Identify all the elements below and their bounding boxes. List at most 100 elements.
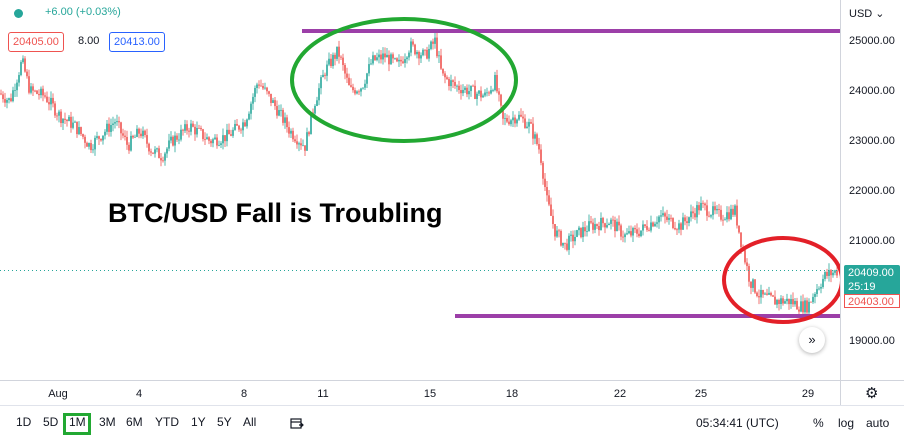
candle-body: [404, 59, 406, 63]
candle-body: [292, 130, 294, 140]
candle-body: [450, 80, 452, 87]
candle-body: [246, 119, 248, 127]
candle-body: [670, 217, 672, 219]
candle-body: [434, 37, 436, 44]
candle-body: [148, 143, 150, 152]
candle-body: [112, 123, 114, 126]
auto-toggle[interactable]: auto: [866, 416, 890, 430]
candle-body: [180, 129, 182, 140]
price-axis[interactable]: USD ⌄ 25000.00 24000.00 23000.00 22000.0…: [840, 0, 904, 380]
range-button-all[interactable]: All: [243, 415, 257, 429]
candle-body: [602, 217, 604, 224]
candle-body: [270, 93, 272, 103]
candle-body: [84, 136, 86, 143]
sell-price-button[interactable]: 20405.00: [8, 32, 64, 52]
candle-body: [826, 272, 828, 276]
range-button-5y[interactable]: 5Y: [217, 415, 232, 429]
chart-settings[interactable]: ⚙: [840, 380, 904, 405]
candle-body: [578, 227, 580, 231]
candle-body: [642, 224, 644, 231]
percent-toggle[interactable]: %: [813, 416, 824, 430]
candle-body: [654, 223, 656, 227]
candle-body: [138, 128, 140, 134]
candle-body: [334, 54, 336, 59]
candle-body: [774, 296, 776, 305]
candle-body: [328, 58, 330, 65]
candle-body: [284, 117, 286, 123]
candle-body: [376, 57, 378, 61]
candle-body: [326, 64, 328, 76]
time-axis[interactable]: Aug 4 8 11 15 18 22 25 29: [0, 380, 840, 405]
candle-body: [298, 143, 300, 145]
candle-body: [470, 85, 472, 92]
candle-body: [544, 178, 546, 188]
candle-body: [314, 105, 316, 114]
candle-body: [510, 120, 512, 125]
candle-body: [188, 130, 190, 132]
double-chevron-right-icon[interactable]: »: [799, 327, 825, 353]
range-button-3m[interactable]: 3M: [99, 415, 116, 429]
candle-body: [242, 122, 244, 131]
candle-body: [124, 135, 126, 137]
currency-selector[interactable]: USD ⌄: [849, 8, 885, 20]
calendar-goto-icon[interactable]: [290, 417, 304, 429]
candle-body: [548, 195, 550, 205]
range-button-6m[interactable]: 6M: [126, 415, 143, 429]
candle-body: [36, 90, 38, 94]
utc-clock[interactable]: 05:34:41 (UTC): [696, 416, 779, 430]
candle-body: [740, 232, 742, 248]
candle-body: [494, 75, 496, 91]
candle-body: [454, 81, 456, 86]
chart-pane[interactable]: +6.00 (+0.03%) 20405.00 8.00 20413.00 BT…: [0, 0, 840, 380]
candle-body: [618, 221, 620, 226]
time-tick: 25: [694, 388, 708, 400]
candle-body: [324, 74, 326, 76]
candle-body: [310, 112, 312, 135]
candle-series: [0, 32, 838, 319]
range-button-1m[interactable]: 1M: [69, 415, 86, 429]
candle-body: [820, 287, 822, 289]
gear-icon[interactable]: ⚙: [865, 385, 879, 402]
candle-body: [316, 100, 318, 106]
candle-body: [250, 103, 252, 114]
candle-body: [760, 289, 762, 298]
candle-body: [614, 219, 616, 232]
candle-body: [74, 121, 76, 123]
candle-body: [256, 84, 258, 88]
candle-body: [194, 126, 196, 135]
candle-body: [48, 102, 50, 105]
range-button-1y[interactable]: 1Y: [191, 415, 206, 429]
range-button-1d[interactable]: 1D: [16, 415, 32, 429]
candle-body: [590, 221, 592, 223]
red-highlight-ellipse[interactable]: [722, 236, 840, 324]
buy-price-button[interactable]: 20413.00: [109, 32, 165, 52]
candle-body: [372, 55, 374, 64]
candle-body: [520, 114, 522, 117]
candle-body: [672, 218, 674, 229]
candle-body: [440, 55, 442, 69]
candle-body: [730, 208, 732, 220]
candle-body: [474, 85, 476, 99]
candle-body: [94, 137, 96, 150]
candle-body: [734, 205, 736, 215]
candle-body: [414, 44, 416, 55]
candle-body: [318, 88, 320, 101]
candle-body: [610, 219, 612, 224]
candle-body: [144, 130, 146, 136]
candle-body: [732, 208, 734, 215]
range-button-ytd[interactable]: YTD: [155, 415, 179, 429]
price-chart: [0, 17, 840, 324]
candle-body: [464, 87, 466, 90]
bottom-toolbar: 1D 5D 1M 3M 6M YTD 1Y 5Y All 05:34:41 (U…: [0, 405, 904, 443]
log-toggle[interactable]: log: [838, 416, 855, 430]
candle-body: [768, 292, 770, 295]
candle-body: [40, 88, 42, 96]
candle-body: [208, 137, 210, 141]
candle-body: [796, 300, 798, 310]
candle-body: [166, 148, 168, 154]
candle-body: [598, 226, 600, 231]
candle-body: [230, 134, 232, 136]
green-highlight-ellipse[interactable]: [290, 17, 518, 143]
candle-body: [192, 123, 194, 127]
range-button-5d[interactable]: 5D: [43, 415, 59, 429]
